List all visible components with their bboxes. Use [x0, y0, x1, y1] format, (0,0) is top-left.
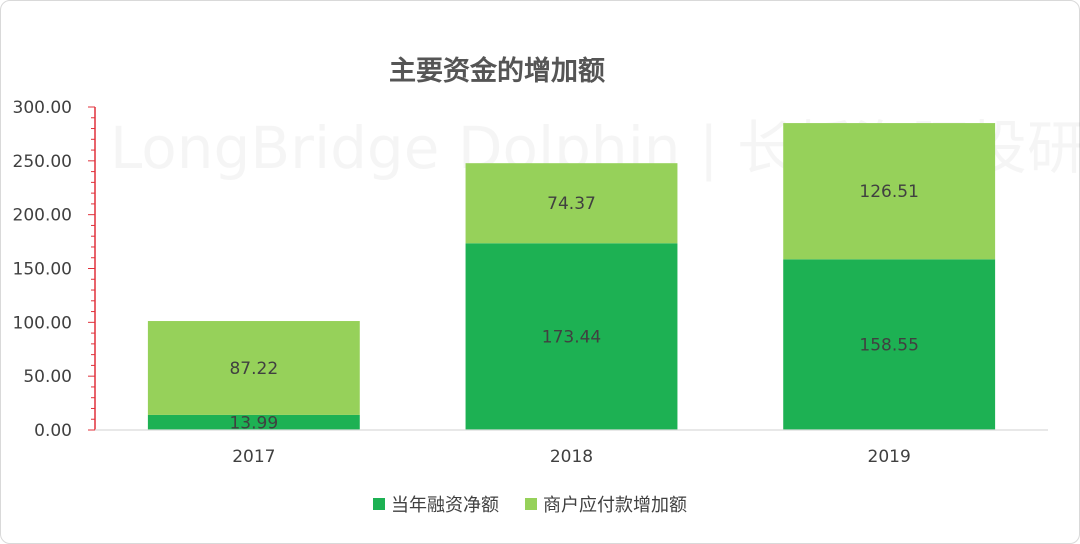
legend-swatch-0 [373, 498, 385, 510]
x-tick-label: 2019 [868, 447, 911, 467]
data-label: 87.22 [229, 359, 278, 379]
y-tick-label: 50.00 [23, 367, 72, 387]
bar-2017-series-0 [147, 414, 360, 430]
y-tick-label: 300.00 [13, 98, 72, 118]
chart-title: 主要资金的增加额 [389, 55, 605, 87]
x-tick-label: 2017 [232, 447, 275, 467]
y-tick-label: 100.00 [13, 313, 72, 333]
bar-2018-series-1 [465, 163, 678, 244]
data-label: 13.99 [229, 413, 278, 433]
data-label: 173.44 [542, 328, 601, 348]
data-label: 126.51 [859, 182, 918, 202]
bar-2018-series-0 [465, 243, 678, 430]
legend: 当年融资净额 商户应付款增加额 [373, 495, 687, 516]
y-tick-label: 250.00 [13, 152, 72, 172]
legend-label-1: 商户应付款增加额 [543, 495, 687, 516]
x-axis: 2017 2018 2019 [95, 429, 1048, 467]
bar-2019-series-1 [783, 123, 996, 260]
x-tick-label: 2018 [550, 447, 593, 467]
y-tick-label: 150.00 [13, 260, 72, 280]
y-tick-label: 200.00 [13, 206, 72, 226]
bar-2017-series-1 [147, 321, 360, 415]
bars: 13.99 87.22 173.44 74.37 158.55 126.51 [147, 123, 996, 433]
bar-2019-series-0 [783, 259, 996, 430]
legend-label-0: 当年融资净额 [391, 495, 499, 516]
y-axis: 0.00 50.00 100.00 150.00 200.00 250.00 300.00 [13, 98, 96, 441]
data-label: 158.55 [859, 336, 918, 356]
y-tick-label: 0.00 [34, 421, 72, 441]
legend-swatch-1 [525, 498, 537, 510]
data-label: 74.37 [547, 194, 596, 214]
